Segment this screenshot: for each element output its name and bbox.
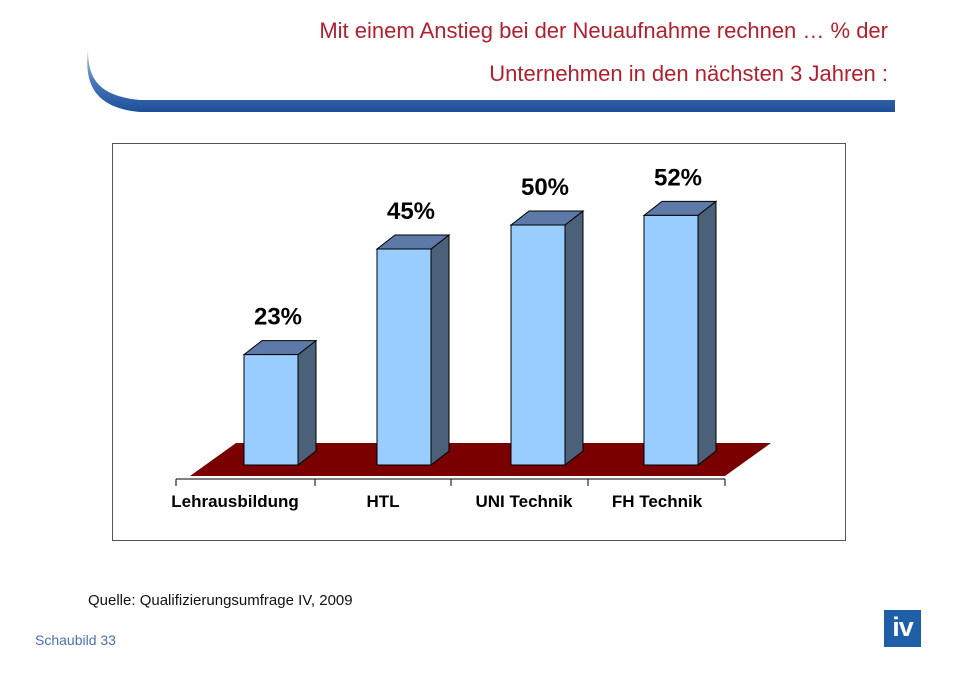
data-label: 50%	[521, 174, 569, 201]
category-label: Lehrausbildung	[171, 492, 299, 511]
bar-side	[297, 339, 317, 467]
bar	[510, 224, 566, 466]
bar-side	[430, 233, 450, 467]
page-title-line1: Mit einem Anstieg bei der Neuaufnahme re…	[319, 18, 888, 43]
category-label: UNI Technik	[476, 492, 574, 511]
chart-floor	[190, 443, 771, 476]
source-note: Quelle: Qualifizierungsumfrage IV, 2009	[88, 592, 353, 609]
bar-side	[564, 209, 584, 467]
data-label: 23%	[254, 304, 302, 331]
bar	[243, 354, 299, 466]
data-label: 45%	[387, 198, 435, 225]
slide-number: Schaubild 33	[35, 632, 116, 648]
category-label: FH Technik	[612, 492, 703, 511]
page-title-line2: Unternehmen in den nächsten 3 Jahren :	[489, 61, 888, 86]
iv-logo: iv	[884, 610, 921, 647]
header-swoosh	[87, 50, 896, 112]
bar	[643, 214, 699, 466]
data-label: 52%	[654, 164, 702, 191]
bar-chart: 23% Lehrausbildung 45% HTL 50% UNI Technik 52%…	[171, 164, 771, 511]
bar	[376, 248, 432, 466]
bar-side	[697, 200, 717, 467]
category-label: HTL	[366, 492, 399, 511]
